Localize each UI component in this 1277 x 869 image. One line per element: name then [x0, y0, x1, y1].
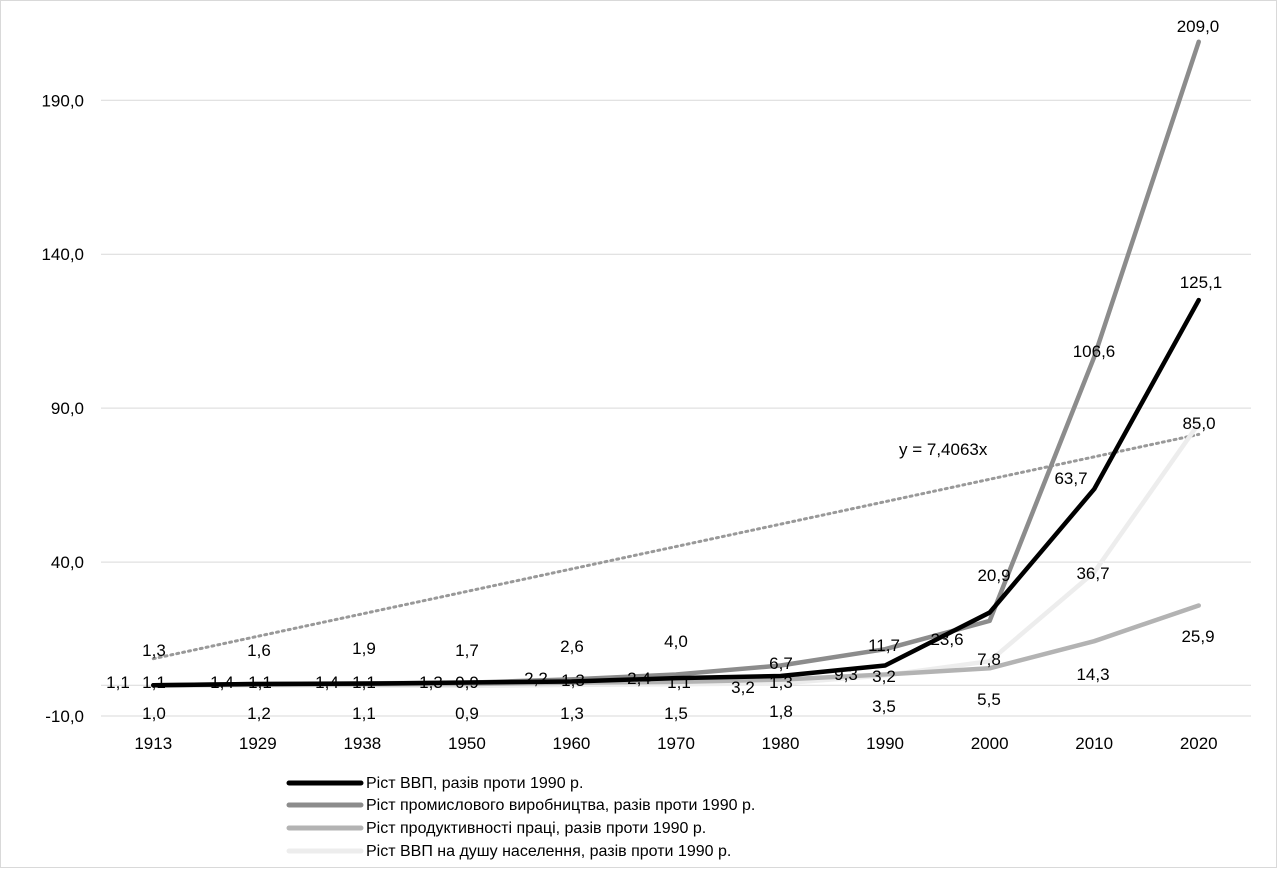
data-label: 1,3	[419, 673, 443, 692]
x-tick-label: 1960	[553, 734, 591, 753]
y-tick-label: -10,0	[45, 707, 84, 726]
data-label: 2,6	[560, 637, 584, 656]
data-label: 1,3	[142, 641, 166, 660]
data-label: 6,7	[769, 654, 793, 673]
x-tick-label: 2020	[1180, 734, 1218, 753]
x-tick-label: 1950	[448, 734, 486, 753]
data-label: 5,5	[977, 690, 1001, 709]
legend-entry: Ріст продуктивності праці, разів проти 1…	[366, 820, 706, 837]
data-label: 7,8	[977, 650, 1001, 669]
data-label: 1,3	[769, 673, 793, 692]
data-label: 1,5	[664, 704, 688, 723]
data-label: 1,3	[560, 704, 584, 723]
x-tick-label: 1980	[762, 734, 800, 753]
data-label: 1,0	[142, 704, 166, 723]
data-label: 209,0	[1177, 17, 1220, 36]
data-label: 1,1	[352, 704, 376, 723]
data-label: 106,6	[1073, 342, 1116, 361]
data-label: 23,6	[930, 630, 963, 649]
y-axis-tick-labels: -10,0 40,0 90,0 140,0 190,0	[41, 91, 84, 726]
x-tick-label: 1970	[657, 734, 695, 753]
data-label: 11,7	[868, 636, 900, 655]
data-label: 63,7	[1054, 469, 1087, 488]
x-tick-label: 2010	[1075, 734, 1113, 753]
data-label: 3,2	[872, 667, 896, 686]
data-label: 2,4	[627, 669, 651, 688]
data-label: 1,1	[352, 673, 376, 692]
data-labels: 1,3 1,6 1,9 1,7 2,6 4,0 6,7 11,7 1,1 1,4 1,4 1,3 2,2…	[106, 17, 1222, 723]
data-label: 4,0	[664, 632, 688, 651]
data-label: 85,0	[1182, 414, 1215, 433]
data-label: 9,3	[834, 665, 858, 684]
x-tick-label: 1938	[343, 734, 381, 753]
legend-entry: Ріст ВВП, разів проти 1990 р.	[366, 775, 583, 792]
x-tick-label: 1990	[866, 734, 904, 753]
data-label: 1,1	[248, 673, 272, 692]
data-label: 1,1	[667, 673, 691, 692]
data-label: 1,4	[315, 673, 339, 692]
data-label: 1,3	[561, 671, 585, 690]
series-line	[151, 39, 1201, 688]
trendline-group: y = 7,4063x	[151, 432, 1201, 661]
data-label: 36,7	[1076, 564, 1109, 583]
x-tick-label: 1929	[239, 734, 277, 753]
trendline	[151, 432, 1201, 661]
series-line	[151, 297, 1201, 688]
data-label: 1,1	[106, 673, 130, 692]
data-label: 2,2	[524, 669, 548, 688]
legend-entry: Ріст промислового виробництва, разів про…	[366, 797, 755, 814]
data-label: 3,2	[731, 678, 755, 697]
data-label: 20,9	[977, 566, 1010, 585]
legend: Ріст ВВП, разів проти 1990 р. Ріст промис…	[286, 775, 755, 860]
x-tick-label: 1913	[134, 734, 172, 753]
data-label: 25,9	[1181, 627, 1214, 646]
x-tick-label: 2000	[971, 734, 1009, 753]
gridlines	[101, 99, 1251, 717]
data-label: 1,6	[247, 641, 271, 660]
data-label: 125,1	[1180, 273, 1223, 292]
data-label: 3,5	[872, 697, 896, 716]
data-label: 1,9	[352, 639, 376, 658]
trendline-label: y = 7,4063x	[899, 440, 988, 459]
series-lines	[151, 39, 1201, 689]
x-axis-tick-labels: 1913 1929 1938 1950 1960 1970 1980 1990 2000 2010…	[134, 734, 1217, 753]
data-label: 1,7	[455, 641, 479, 660]
data-label: 0,9	[455, 673, 479, 692]
data-label: 0,9	[455, 704, 479, 723]
y-tick-label: 190,0	[41, 91, 84, 110]
data-label: 1,2	[247, 704, 271, 723]
data-label: 14,3	[1076, 665, 1109, 684]
data-label: 1,4	[210, 673, 234, 692]
y-tick-label: 140,0	[41, 245, 84, 264]
y-tick-label: 40,0	[51, 553, 84, 572]
legend-entry: Ріст ВВП на душу населення, разів проти …	[366, 843, 731, 860]
data-label: 1,8	[769, 702, 793, 721]
data-label: 1,1	[142, 673, 166, 692]
y-tick-label: 90,0	[51, 399, 84, 418]
